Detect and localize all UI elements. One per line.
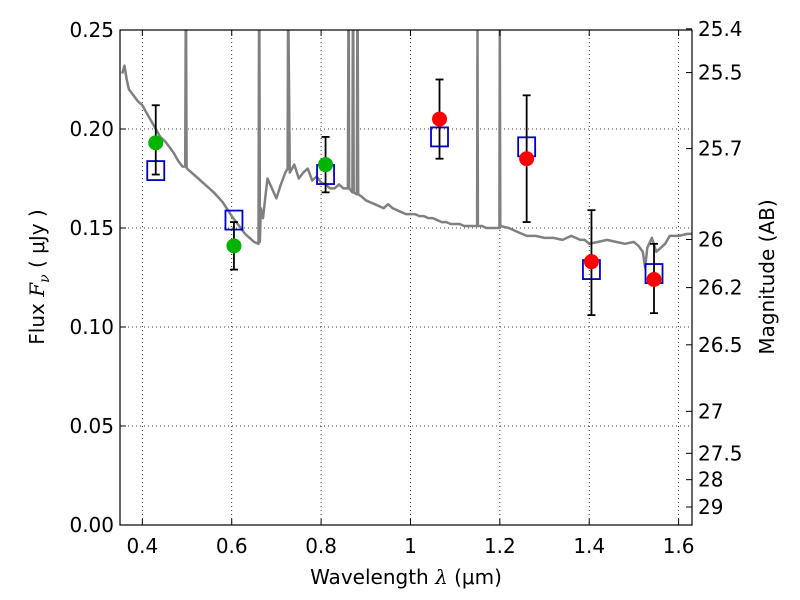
grid xyxy=(120,29,692,526)
y2-tick-label: 25.5 xyxy=(698,61,743,85)
x-tick-label: 1.2 xyxy=(484,534,516,558)
y-tick-label: 0.10 xyxy=(69,315,114,339)
y2-tick-label: 25.7 xyxy=(698,137,743,161)
y2-tick-label: 26.5 xyxy=(698,333,743,357)
x-tick-label: 1.4 xyxy=(573,534,605,558)
x-axis-label: Wavelength λ (μm) xyxy=(310,565,502,589)
ticks: 0.4 0.6 0.8 1 1.2 1.4 1.6 0.00 0.05 0.10 0.15 0.20 0… xyxy=(69,17,742,558)
y-tick-label: 0.20 xyxy=(69,117,114,141)
y-tick-label: 0.25 xyxy=(69,18,114,42)
x-tick-label: 0.8 xyxy=(305,534,337,558)
y2-tick-label: 27.5 xyxy=(698,441,743,465)
plot-frame xyxy=(119,29,693,526)
observed-point xyxy=(519,151,535,167)
x-tick-label: 0.4 xyxy=(126,534,158,558)
y2-tick-label: 26 xyxy=(698,227,723,251)
observed-point xyxy=(318,157,334,173)
y2-tick-label: 28 xyxy=(698,468,723,492)
y2-tick-label: 25.4 xyxy=(698,17,743,41)
x-tick-label: 1.6 xyxy=(663,534,695,558)
x-tick-label: 0.6 xyxy=(216,534,248,558)
observed-point xyxy=(583,254,599,270)
y2-axis-label: Magnitude (AB) xyxy=(755,199,779,354)
y2-tick-label: 27 xyxy=(698,399,723,423)
observed-point xyxy=(148,135,164,151)
y-tick-label: 0.05 xyxy=(69,414,114,438)
y-tick-label: 0.00 xyxy=(69,513,114,537)
observed-point xyxy=(226,238,242,254)
spectrum-line xyxy=(120,30,692,269)
observed-point xyxy=(646,271,662,287)
x-tick-label: 1 xyxy=(404,534,417,558)
y2-tick-label: 29 xyxy=(698,495,723,519)
observed-point xyxy=(432,111,448,127)
y2-tick-label: 26.2 xyxy=(698,276,743,300)
markers xyxy=(146,78,664,317)
y-axis-label: Flux Fν ( μJy ) xyxy=(25,209,53,344)
plot-area xyxy=(120,30,692,269)
y-tick-label: 0.15 xyxy=(69,216,114,240)
